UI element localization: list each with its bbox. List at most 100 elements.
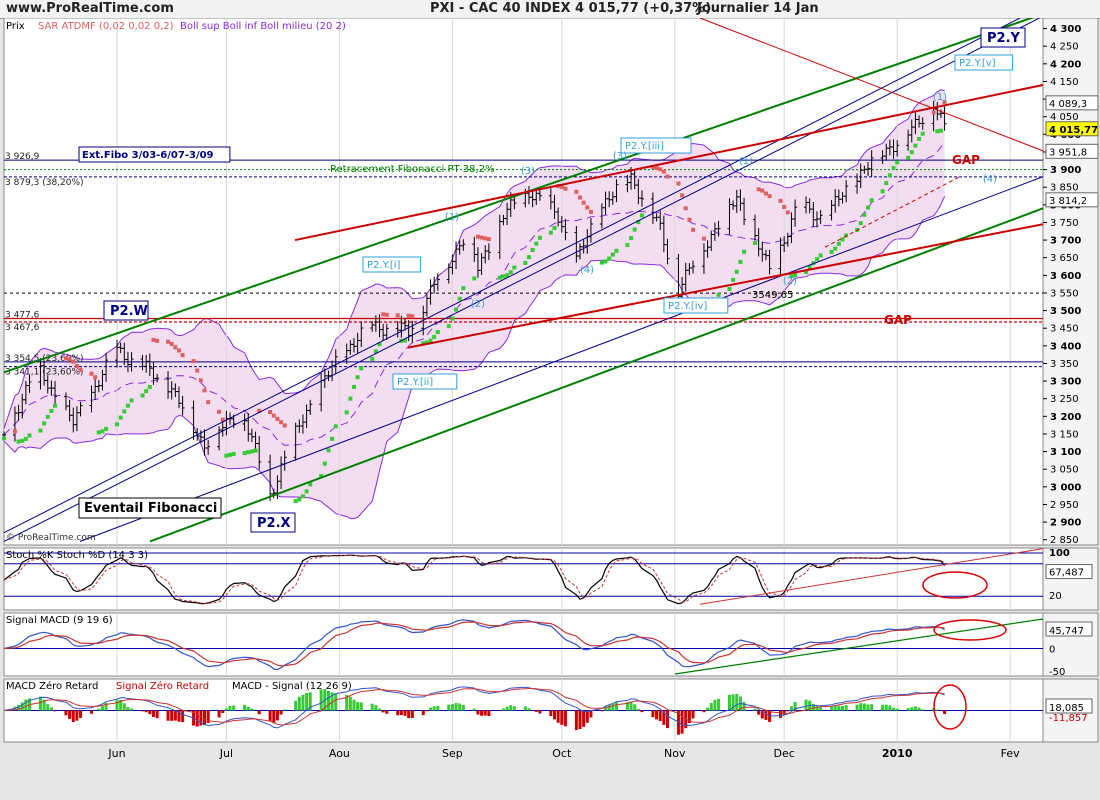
zero-lag-bar xyxy=(352,699,356,711)
stochastic-marker-label: 100 xyxy=(1049,548,1070,559)
sar-dot xyxy=(49,409,54,414)
sar-dot xyxy=(581,200,586,205)
sar-dot xyxy=(603,259,608,264)
sar-dot xyxy=(629,236,634,241)
wave-count-label: (1) xyxy=(933,92,947,103)
sar-dot xyxy=(734,269,739,274)
price-axis-label: 4 250 xyxy=(1050,42,1079,53)
zero-lag-bar xyxy=(283,709,287,711)
zero-lag-bar xyxy=(633,704,637,711)
price-axis-label: 4 200 xyxy=(1050,59,1081,70)
zero-lag-bar xyxy=(407,710,411,719)
site-name[interactable]: www.ProRealTime.com xyxy=(6,1,174,16)
sar-dot xyxy=(406,313,411,318)
sar-dot xyxy=(505,273,510,278)
zero-lag-bar xyxy=(862,703,866,711)
sar-dot xyxy=(858,221,863,226)
sar-dot xyxy=(804,269,809,274)
stochastic-marker-label: 67,487 xyxy=(1049,568,1084,579)
sar-dot xyxy=(140,393,145,398)
fibonacci-level-label: 3 926,9 xyxy=(5,152,40,162)
macd-signal-line xyxy=(3,621,945,667)
sar-dot xyxy=(166,339,171,344)
zero-lag-bar xyxy=(454,703,458,711)
price-axis-label: 3 850 xyxy=(1050,183,1079,194)
gap-label: GAP xyxy=(952,153,980,167)
price-axis-label: 2 850 xyxy=(1050,535,1079,546)
price-marker xyxy=(1045,95,1099,111)
sar-dot xyxy=(377,342,382,347)
red-dashed-line xyxy=(824,176,961,248)
zero-lag-bar xyxy=(563,710,567,727)
zero-lag-bar xyxy=(611,704,615,711)
zero-lag-bar xyxy=(892,707,896,711)
zero-lag-marker-box xyxy=(1045,698,1093,714)
sar-dot xyxy=(279,420,284,425)
zero-lag-bar xyxy=(538,710,542,714)
sar-dot xyxy=(574,189,579,194)
sar-dot xyxy=(195,368,200,373)
zero-lag-marker-label: 18,085 xyxy=(1049,703,1084,714)
sar-dot xyxy=(12,429,17,434)
zero-lag-bar xyxy=(666,710,670,729)
sar-dot xyxy=(585,205,590,210)
zero-lag-bar xyxy=(374,705,378,711)
macd-marker-label: 0 xyxy=(1049,645,1055,656)
zero-lag-bar xyxy=(243,704,247,711)
zero-lag-bar xyxy=(804,699,808,711)
bollinger-upper-line xyxy=(3,89,945,429)
sar-dot xyxy=(176,348,181,353)
price-axis-label: 3 350 xyxy=(1050,359,1079,370)
credit-label: © ProRealTime.com xyxy=(6,533,96,543)
zero-lag-bar xyxy=(717,698,721,711)
sar-dot xyxy=(785,210,790,215)
zero-lag-bar xyxy=(706,707,710,711)
sar-dot xyxy=(687,217,692,222)
zero-lag-bar xyxy=(782,710,786,715)
zero-lag-bar xyxy=(79,710,83,718)
zero-lag-bar xyxy=(38,696,42,711)
sar-dot xyxy=(202,388,207,393)
sar-dot xyxy=(658,167,663,172)
sar-dot xyxy=(78,367,83,372)
zero-lag-bar xyxy=(859,703,863,711)
sar-dot xyxy=(249,449,254,454)
zero-lag-bar xyxy=(177,710,181,722)
sar-dot xyxy=(293,499,298,504)
sar-dot xyxy=(2,436,6,441)
zero-lag-bar xyxy=(913,706,917,711)
zero-lag-bar xyxy=(206,710,210,724)
sar-dot xyxy=(432,334,437,339)
sar-dot xyxy=(16,439,21,444)
sar-dot xyxy=(217,409,222,414)
zero-lag-legend-signal: Signal Zéro Retard xyxy=(116,680,209,692)
sar-dot xyxy=(844,233,849,238)
zero-lag-bar xyxy=(173,710,177,721)
month-label: Oct xyxy=(552,747,572,760)
price-legend-prix: Prix xyxy=(6,21,25,32)
zero-lag-legend-diff: MACD - Signal (12 26 9) xyxy=(232,681,352,692)
sar-dot xyxy=(578,195,583,200)
sar-dot xyxy=(198,378,203,383)
zero-lag-bar xyxy=(250,708,254,711)
sar-dot xyxy=(760,188,765,193)
price-axis-label: 2 950 xyxy=(1050,500,1079,511)
zero-lag-bar xyxy=(895,708,899,711)
sar-dot xyxy=(782,204,787,209)
sar-dot xyxy=(27,433,32,438)
month-label: Nov xyxy=(664,747,686,760)
zero-lag-bar xyxy=(461,704,465,711)
wave-label-box xyxy=(663,297,729,314)
sar-dot xyxy=(833,246,838,251)
sar-dot xyxy=(129,398,134,403)
zero-lag-bar xyxy=(917,707,921,711)
zero-lag-bar xyxy=(356,701,360,711)
price-axis-label: 3 400 xyxy=(1050,341,1081,352)
sar-dot xyxy=(483,236,488,241)
sar-dot xyxy=(880,189,885,194)
sar-dot xyxy=(661,169,666,174)
sar-dot xyxy=(71,359,76,364)
ohlc-bars xyxy=(2,100,947,502)
macd-highlight-ellipse xyxy=(933,619,1007,641)
